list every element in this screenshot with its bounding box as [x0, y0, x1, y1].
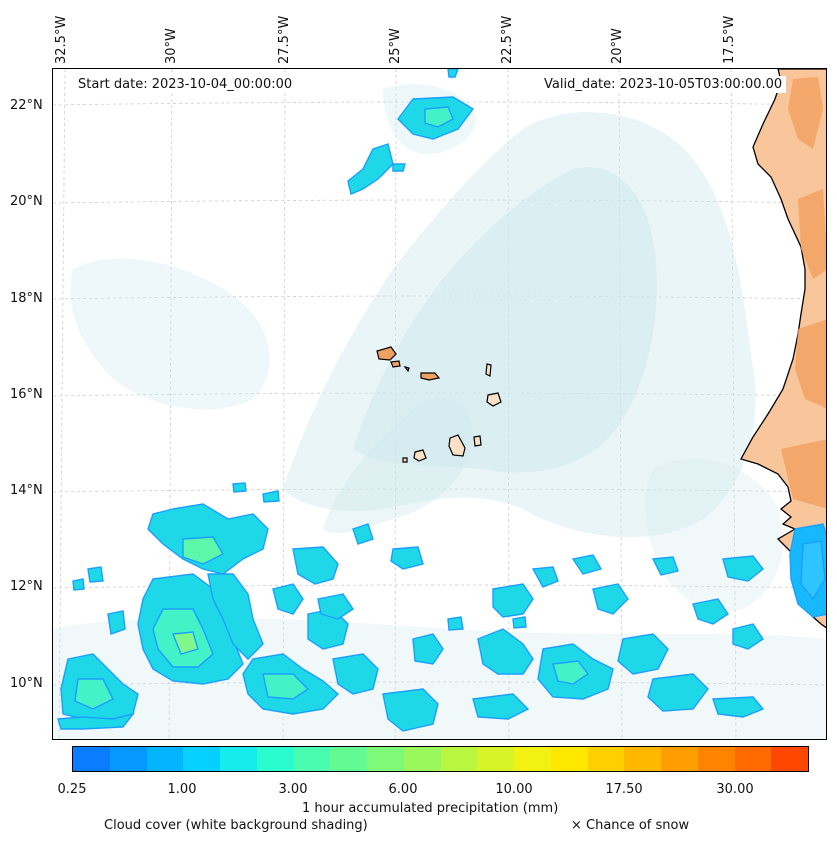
colorbar-segment [330, 747, 367, 771]
snow-legend: × Chance of snow [571, 818, 690, 833]
island-santiago [448, 434, 466, 457]
lat-label-18n: 18°N [10, 291, 43, 306]
colorbar-segment [624, 747, 661, 771]
island-sao-vicente [390, 360, 401, 368]
lat-label-14n: 14°N [10, 483, 43, 498]
colorbar-segment [220, 747, 257, 771]
lon-label-22-5w: 22.5°W [500, 15, 515, 64]
colorbar-tick: 30.00 [716, 782, 754, 797]
colorbar-tick: 10.00 [495, 782, 533, 797]
colorbar-segment [477, 747, 514, 771]
lon-label-17-5w: 17.5°W [722, 15, 737, 64]
lat-label-12n: 12°N [10, 579, 43, 594]
colorbar-segment [293, 747, 331, 771]
island-brava [402, 457, 408, 463]
map-panel[interactable] [52, 68, 827, 740]
colorbar-tick: 1.00 [167, 782, 197, 797]
land-heat-patches [781, 77, 826, 509]
lon-label-27-5w: 27.5°W [277, 15, 292, 64]
colorbar-segment [183, 747, 220, 771]
colorbar-tick: 0.25 [57, 782, 87, 797]
colorbar-segment [256, 747, 294, 771]
colorbar-segment [514, 747, 551, 771]
colorbar-segment [440, 747, 478, 771]
island-santa-luzia [403, 366, 410, 373]
colorbar-tick: 17.50 [605, 782, 643, 797]
colorbar-segment [697, 747, 735, 771]
colorbar-segment [587, 747, 625, 771]
lat-label-22n: 22°N [10, 98, 43, 113]
lat-label-16n: 16°N [10, 387, 43, 402]
island-fogo [413, 449, 427, 462]
colorbar-segment [550, 747, 588, 771]
colorbar-title: 1 hour accumulated precipitation (mm) [302, 801, 559, 816]
colorbar-segment [73, 747, 110, 771]
lon-label-25w: 25°W [388, 28, 403, 64]
colorbar-segment [771, 747, 808, 771]
island-boa-vista [486, 392, 502, 407]
lon-label-30w: 30°W [164, 28, 179, 64]
colorbar-segment [661, 747, 698, 771]
colorbar-segment [109, 747, 147, 771]
precipitation-field [57, 69, 826, 732]
colorbar-tick: 6.00 [388, 782, 418, 797]
cape-verde-islands [376, 346, 502, 463]
colorbar-tick: 3.00 [278, 782, 308, 797]
valid-date-label: Valid_date: 2023-10-05T03:00:00.00 [540, 76, 787, 93]
lon-label-20w: 20°W [610, 28, 625, 64]
start-date-label: Start date: 2023-10-04_00:00:00 [74, 76, 297, 93]
colorbar-segment [734, 747, 772, 771]
lat-label-20n: 20°N [10, 194, 43, 209]
island-maio [473, 435, 482, 447]
lat-label-10n: 10°N [10, 676, 43, 691]
island-sao-nicolau [420, 372, 441, 381]
map-canvas [53, 69, 826, 739]
colorbar-segment [403, 747, 441, 771]
lon-label-32-5w: 32.5°W [54, 15, 69, 64]
island-sal [485, 363, 492, 377]
precipitation-colorbar [72, 746, 809, 772]
colorbar-segment [146, 747, 184, 771]
cloud-cover-legend: Cloud cover (white background shading) [104, 818, 368, 833]
colorbar-segment [367, 747, 404, 771]
island-santo-antao [376, 346, 397, 361]
